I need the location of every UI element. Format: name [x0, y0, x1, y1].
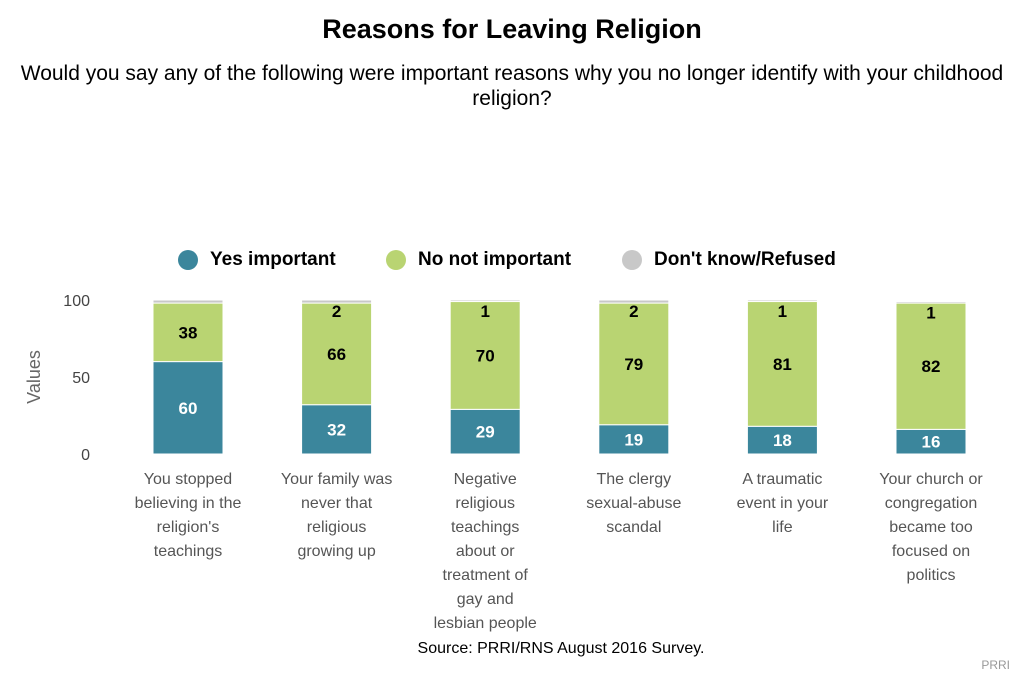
- data-label: 79: [624, 355, 643, 374]
- x-tick-label: Your family was never that religious growin…: [281, 471, 392, 560]
- bar-segment-yes-important: [746, 425, 818, 455]
- bar-segment-don-t-know-refused: [152, 299, 224, 304]
- bar-segment-no-not-important: [598, 302, 670, 426]
- x-tick-label-line: treatment of: [443, 567, 529, 584]
- x-tick-label-line: politics: [907, 567, 956, 584]
- data-label: 82: [922, 357, 941, 376]
- y-tick-label: 100: [63, 293, 90, 310]
- bar-segment-no-not-important: [301, 302, 373, 406]
- x-tick-label-line: lesbian people: [434, 615, 537, 632]
- bar-segment-don-t-know-refused: [895, 301, 967, 304]
- data-label: 18: [773, 431, 792, 450]
- chart-title: Reasons for Leaving Religion: [322, 14, 702, 44]
- bar-segment-don-t-know-refused: [301, 299, 373, 304]
- legend-label-yes-important: Yes important: [210, 249, 336, 270]
- x-tick-label-line: became too: [889, 519, 973, 536]
- legend-item-dont-know: Don't know/Refused: [622, 246, 836, 274]
- x-tick-label: You stopped believing in the religion's tea…: [135, 471, 242, 560]
- chart-subtitle: Would you say any of the following were …: [20, 62, 1004, 110]
- x-tick-label-line: sexual-abuse: [586, 495, 681, 512]
- bar-segment-no-not-important: [895, 302, 967, 430]
- y-tick-label: 0: [81, 447, 90, 464]
- x-tick-label-line: believing in the: [135, 495, 242, 512]
- legend-label-no-not-important: No not important: [418, 249, 572, 270]
- y-axis-label: Values: [24, 350, 44, 404]
- data-label: 16: [922, 433, 941, 452]
- x-tick-label-line: growing up: [297, 543, 375, 560]
- x-tick-label-line: You stopped: [144, 471, 232, 488]
- legend-swatch-dont-know: [622, 250, 642, 270]
- data-label: 2: [629, 302, 638, 321]
- x-tick-label: Negative religious teachings about or treatm…: [434, 471, 537, 632]
- data-label: 1: [480, 302, 489, 321]
- x-tick-label-line: religious: [307, 519, 367, 536]
- x-tick-label-line: The clergy: [596, 471, 671, 488]
- legend-swatch-yes-important: [178, 250, 198, 270]
- data-label: 38: [179, 323, 198, 342]
- data-label: 1: [778, 302, 787, 321]
- data-label: 70: [476, 346, 495, 365]
- bar-segment-yes-important: [152, 361, 224, 455]
- bar-segment-no-not-important: [449, 301, 521, 410]
- bar-segment-no-not-important: [152, 302, 224, 363]
- x-tick-label-line: life: [772, 519, 793, 536]
- bar-segment-yes-important: [598, 424, 670, 455]
- data-label: 32: [327, 420, 346, 439]
- legend-swatch-no-not-important: [386, 250, 406, 270]
- data-label: 1: [926, 304, 935, 323]
- x-tick-label-line: gay and: [457, 591, 514, 608]
- legend-item-yes-important: Yes important: [178, 246, 336, 274]
- x-tick-label: The clergy sexual-abuse scandal: [586, 471, 681, 536]
- x-tick-label-line: teachings: [154, 543, 223, 560]
- data-label: 60: [179, 399, 198, 418]
- data-label: 29: [476, 423, 495, 442]
- data-label: 66: [327, 345, 346, 364]
- x-tick-label-line: A traumatic: [742, 471, 822, 488]
- x-tick-label: Your church or congregation became too focu…: [879, 471, 983, 584]
- source-note: Source: PRRI/RNS August 2016 Survey.: [417, 640, 705, 657]
- x-tick-label-line: Your family was: [281, 471, 392, 488]
- data-label: 19: [624, 430, 643, 449]
- data-label: 2: [332, 302, 341, 321]
- x-tick-label-line: about or: [456, 543, 515, 560]
- bar-segment-don-t-know-refused: [449, 299, 521, 303]
- chart-legend: Yes important No not important Don't kno…: [0, 246, 1024, 274]
- y-tick-label: 50: [72, 370, 90, 387]
- data-label: 81: [773, 355, 792, 374]
- x-tick-label-line: congregation: [885, 495, 978, 512]
- legend-item-no-not-important: No not important: [386, 246, 571, 274]
- stacked-bar-chart: Values 0 50 100 60 38 You stopped believing in …: [24, 293, 983, 632]
- bar-segment-yes-important: [895, 428, 967, 455]
- bar-segment-don-t-know-refused: [746, 299, 818, 303]
- x-tick-label-line: never that: [301, 495, 373, 512]
- x-tick-label-line: religious: [455, 495, 515, 512]
- bar-segment-no-not-important: [746, 301, 818, 427]
- credit-logo-text: PRRI: [981, 658, 1010, 672]
- x-tick-label-line: scandal: [606, 519, 661, 536]
- x-tick-label-line: religion's: [157, 519, 220, 536]
- x-tick-label-line: event in your: [737, 495, 829, 512]
- x-tick-label-line: Negative: [454, 471, 517, 488]
- x-tick-label-line: Your church or: [879, 471, 983, 488]
- legend-label-dont-know: Don't know/Refused: [654, 249, 836, 270]
- x-tick-label-line: teachings: [451, 519, 520, 536]
- bar-segment-don-t-know-refused: [598, 299, 670, 304]
- x-tick-label: A traumatic event in your life: [737, 471, 829, 536]
- x-tick-label-line: focused on: [892, 543, 970, 560]
